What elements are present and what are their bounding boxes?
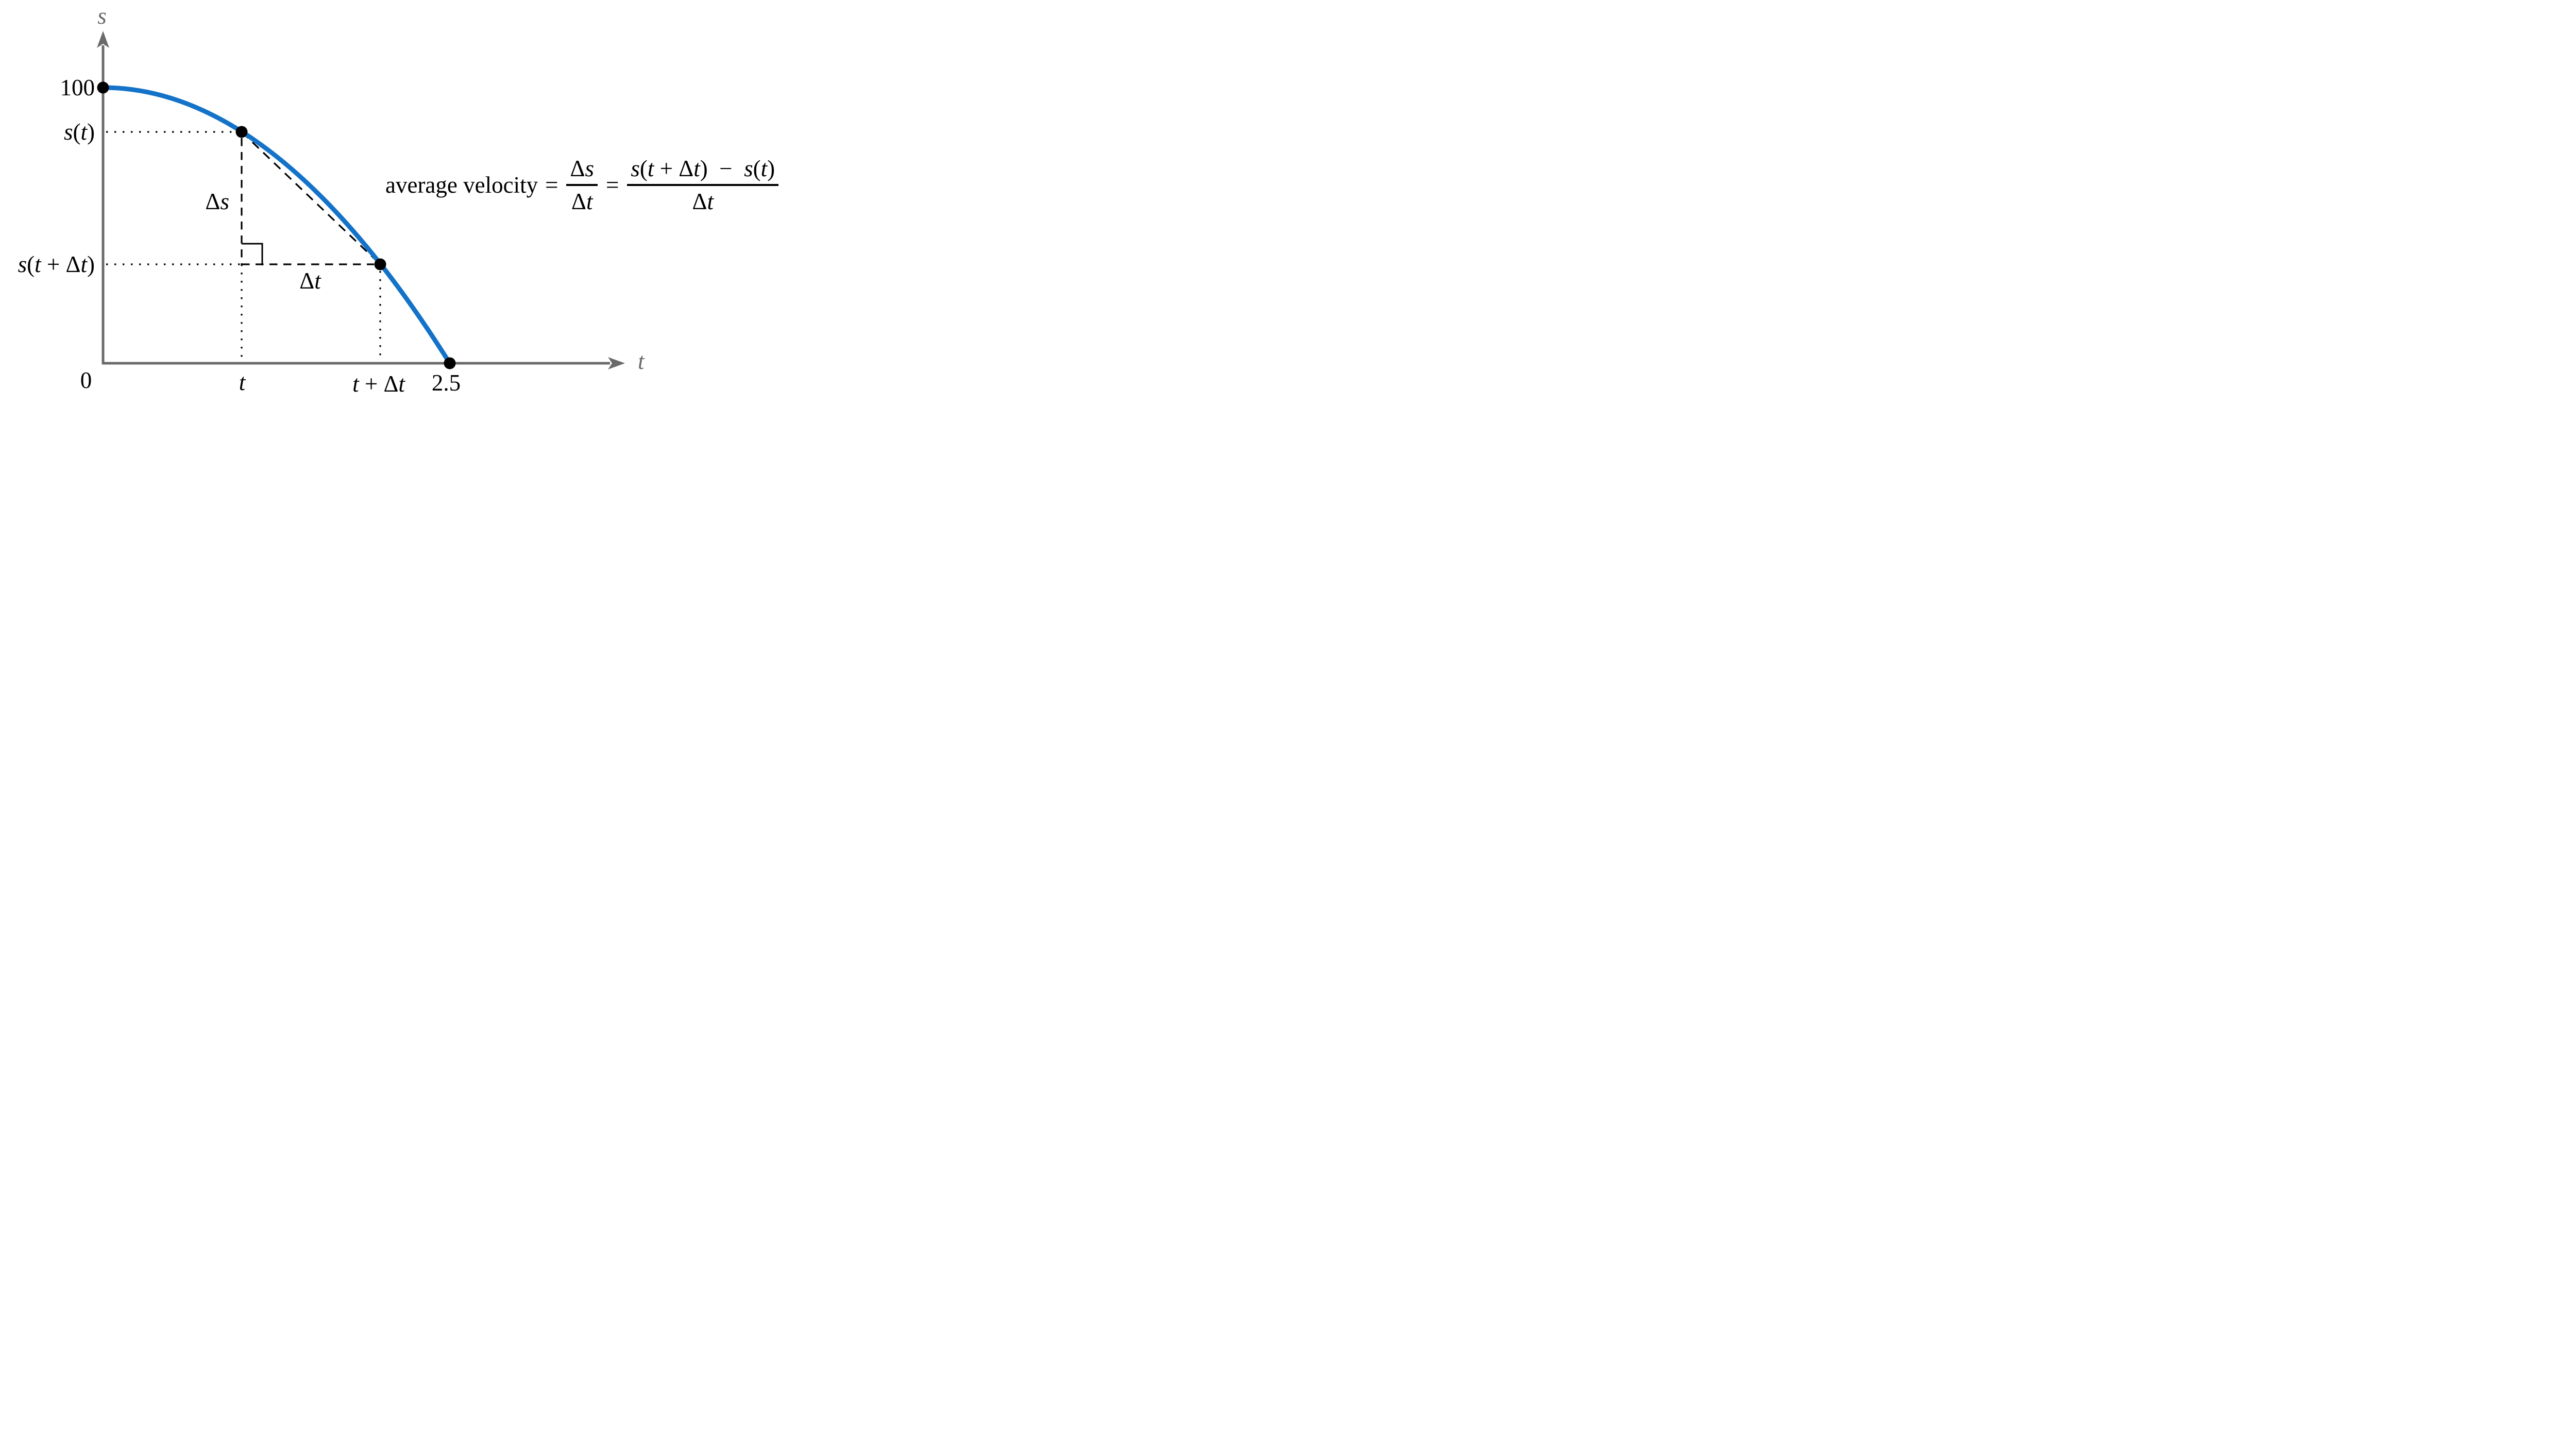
x-tick-0: 0 [80,367,92,393]
y-tick-s-of-t: s(t) [64,119,95,145]
x-axis-title: t [638,348,645,374]
plot-canvas: s t 100 s(t) s(t + Δt) Δs Δt 0 t t + Δt … [18,3,645,397]
y-axis-arrowhead-icon [97,31,109,48]
equals-sign-2: = [605,172,619,198]
fraction-delta-s-over-delta-t: Δs Δt [566,156,598,215]
dashed-secant-line [241,131,381,265]
y-tick-s-of-t-dt: s(t + Δt) [18,251,95,277]
right-angle-marker [242,243,263,265]
figure-average-velocity: s t 100 s(t) s(t + Δt) Δs Δt 0 t t + Δt … [0,0,808,407]
x-tick-t: t [239,369,246,395]
equals-sign-1: = [545,172,558,198]
position-curve [103,85,452,365]
point-t-2-5 [444,357,456,369]
x-axis-arrowhead-icon [608,357,625,369]
point-s-of-t-dt [374,258,386,271]
equation-lhs: average velocity [385,172,538,198]
fraction-1-bar [566,184,598,187]
x-tick-t-dt: t + Δt [352,371,405,397]
fraction-1-denominator: Δt [571,189,593,215]
delta-s-label: Δs [206,189,229,214]
fraction-1-numerator: Δs [570,156,594,181]
fraction-2-denominator: Δt [692,189,714,215]
point-s-of-t [235,126,248,138]
fraction-difference-quotient: s(t + Δt) − s(t) Δt [627,156,779,215]
x-tick-2-5: 2.5 [432,370,461,396]
y-tick-100: 100 [60,75,95,100]
delta-t-label: Δt [299,268,321,294]
fraction-2-numerator: s(t + Δt) − s(t) [631,156,775,181]
point-s-100 [97,81,109,94]
fraction-2-bar [627,184,779,187]
average-velocity-equation: average velocity = Δs Δt = s(t + Δt) − s… [385,156,779,215]
y-axis-title: s [97,3,107,29]
